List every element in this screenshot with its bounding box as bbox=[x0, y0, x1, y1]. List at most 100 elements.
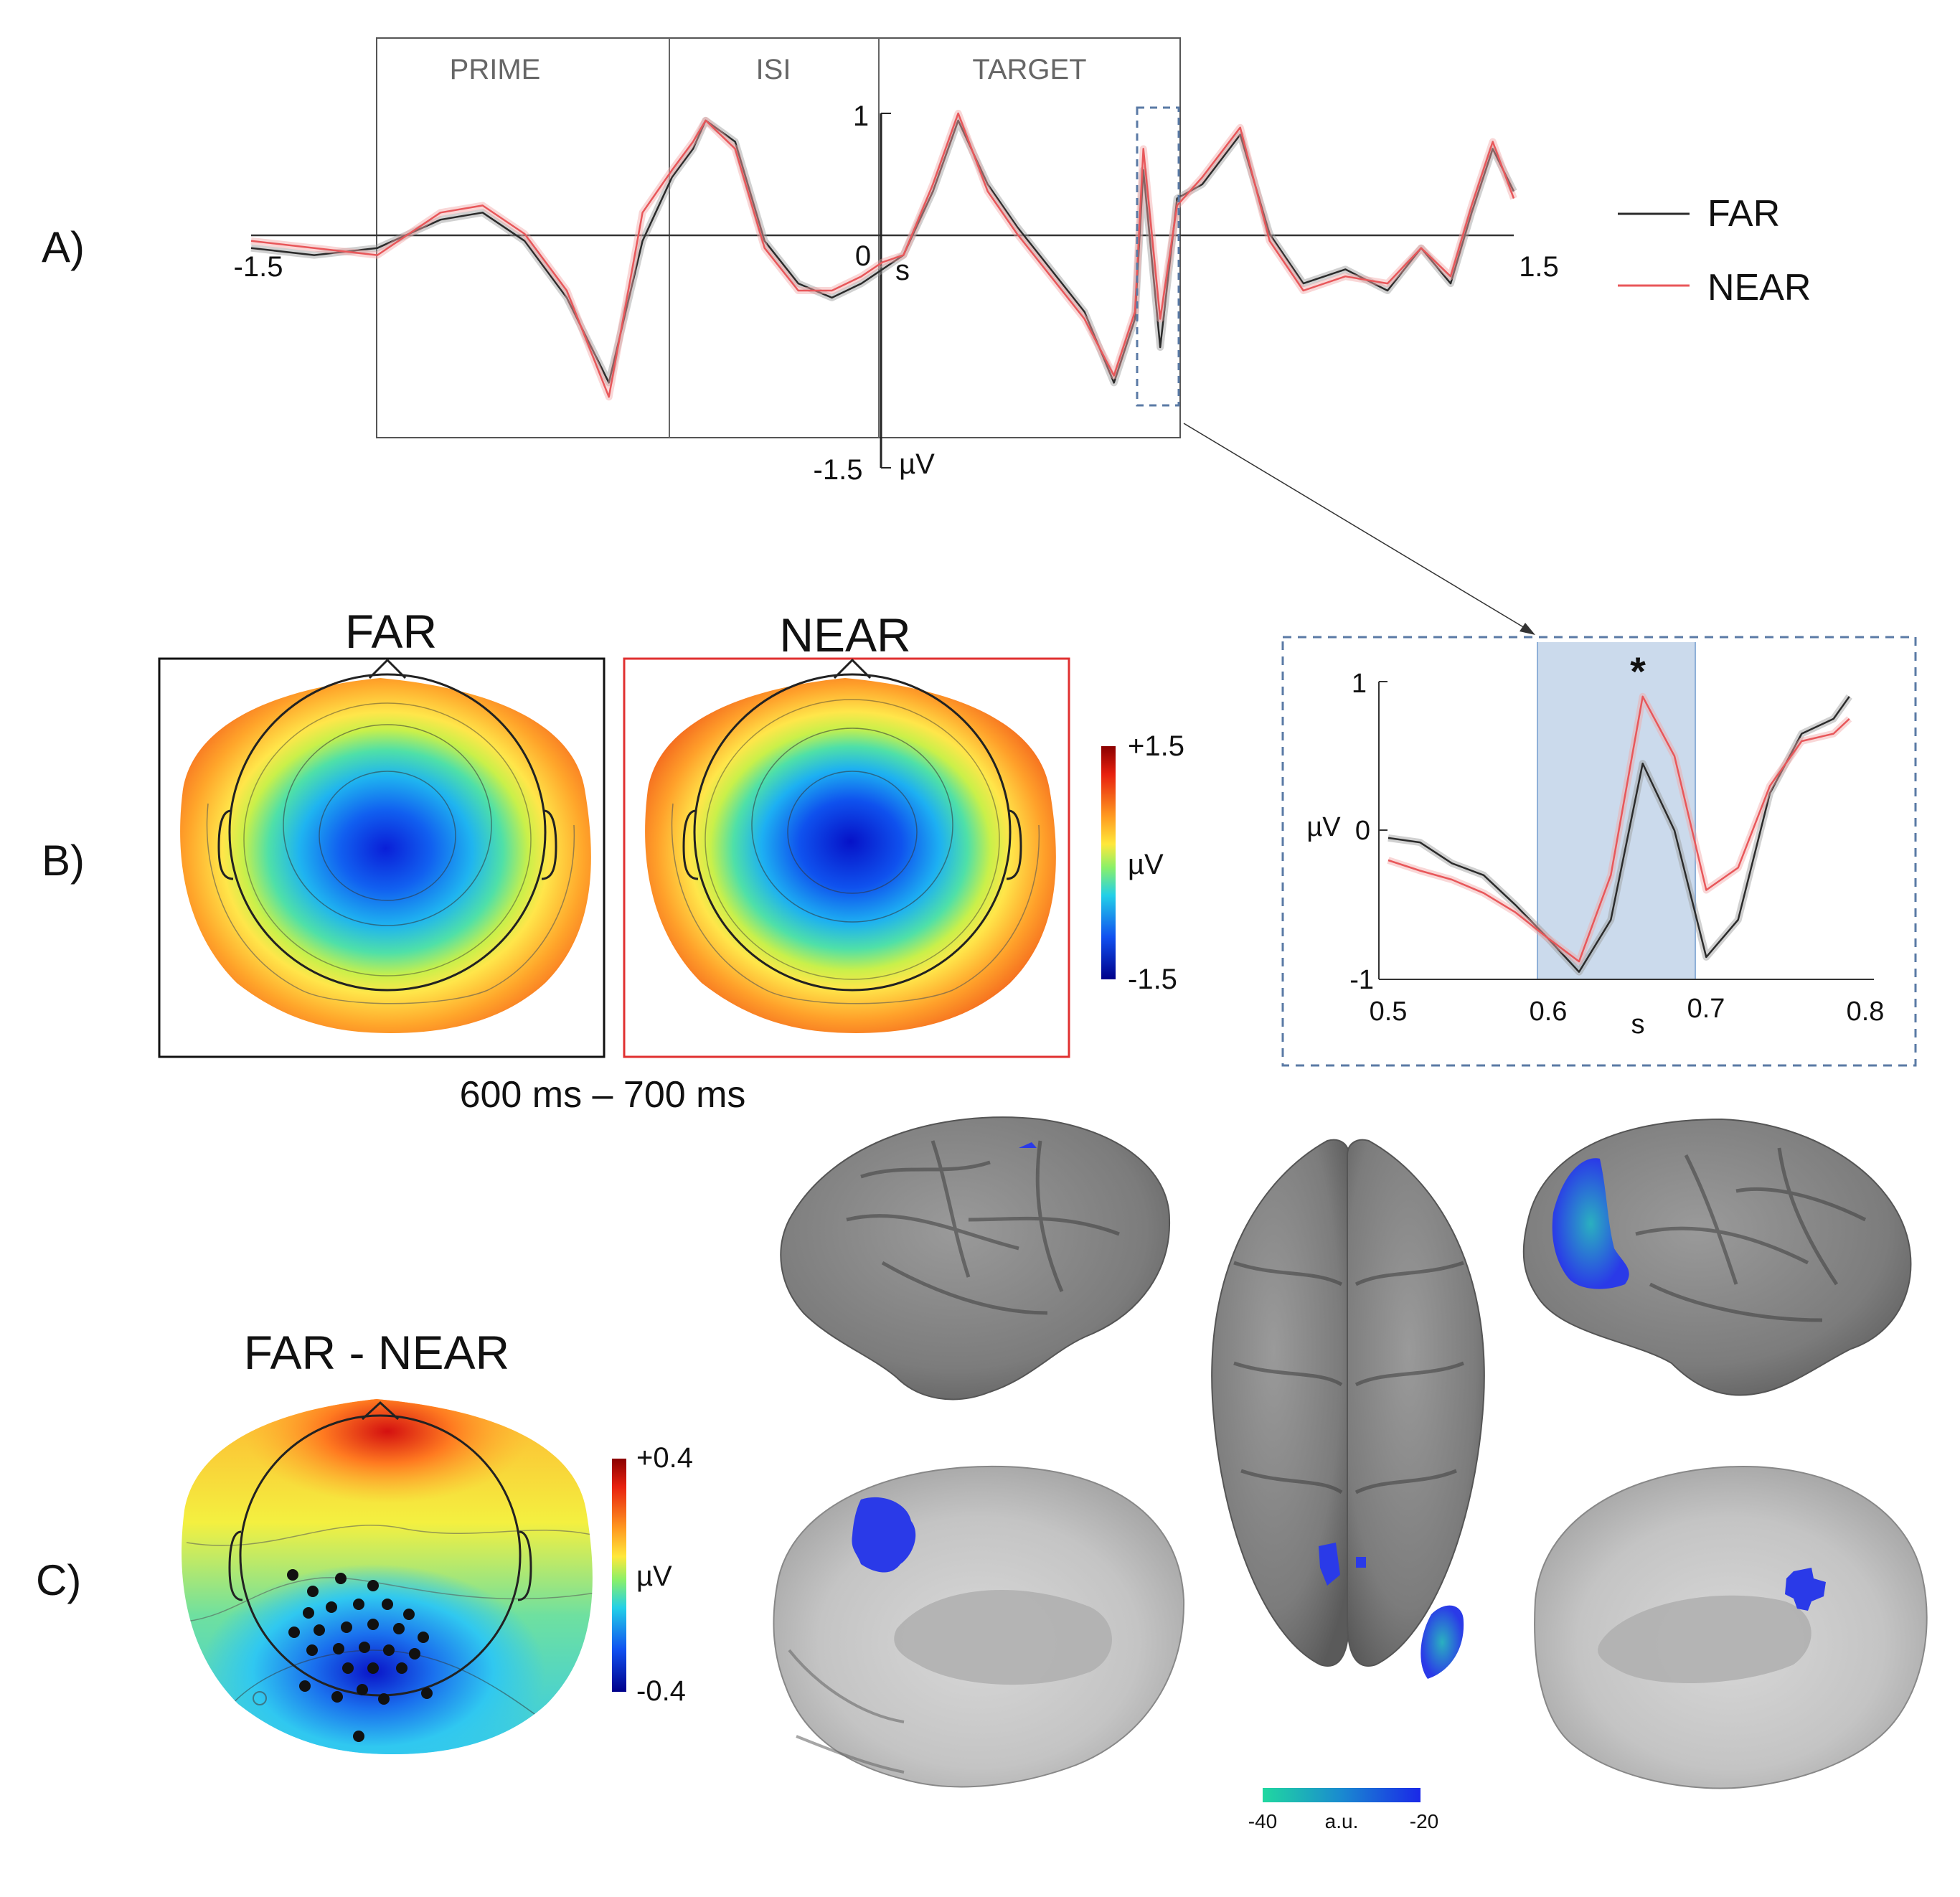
nose-diff-icon bbox=[361, 1401, 400, 1421]
zoom-source-box bbox=[1136, 106, 1180, 407]
electrode-marker bbox=[353, 1599, 364, 1610]
series-line-near bbox=[250, 112, 1515, 398]
electrode-marker bbox=[367, 1662, 379, 1674]
zoom-x-tick-08: 0.8 bbox=[1847, 997, 1885, 1027]
legend-far-label: FAR bbox=[1707, 193, 1780, 235]
colorbar-source-min: -40 bbox=[1248, 1810, 1277, 1832]
zoom-y-tick-1: 1 bbox=[1352, 669, 1367, 699]
zoom-connector bbox=[1183, 423, 1529, 631]
colorbar-b: +1.5 µV -1.5 bbox=[1101, 730, 1184, 995]
electrode-marker bbox=[421, 1687, 433, 1699]
topo-near-frame bbox=[623, 657, 1070, 1058]
ear-right-far-icon bbox=[541, 809, 557, 880]
electrode-marker bbox=[331, 1691, 343, 1703]
series-band-near bbox=[250, 110, 1517, 401]
zoom-connector-arrowhead bbox=[1520, 623, 1535, 635]
electrode-marker bbox=[403, 1609, 415, 1620]
ear-left-diff-icon bbox=[228, 1530, 243, 1601]
zoom-y-tick-neg1: -1 bbox=[1349, 965, 1374, 995]
electrode-marker bbox=[342, 1662, 354, 1674]
colorbar-c-max: +0.4 bbox=[636, 1442, 693, 1474]
legend: FAR NEAR bbox=[1618, 193, 1811, 309]
topomap-difference bbox=[182, 1399, 593, 1754]
colorbar-c-bar bbox=[612, 1459, 626, 1692]
electrode-marker bbox=[357, 1684, 368, 1695]
segment-label-isi: ISI bbox=[756, 54, 791, 85]
ear-left-near-icon bbox=[682, 809, 699, 880]
topo-far-title: FAR bbox=[345, 605, 437, 658]
topo-far-frame bbox=[158, 657, 606, 1058]
electrode-marker bbox=[299, 1680, 311, 1692]
electrode-marker bbox=[333, 1643, 344, 1654]
electrode-marker bbox=[288, 1627, 300, 1638]
electrode-marker bbox=[367, 1619, 379, 1630]
head-outline-far bbox=[228, 673, 547, 992]
electrode-marker bbox=[314, 1624, 325, 1636]
electrode-marker bbox=[359, 1642, 370, 1653]
segment-label-prime: PRIME bbox=[450, 54, 541, 85]
electrode-marker bbox=[326, 1601, 337, 1613]
zoom-asterisk: * bbox=[1630, 649, 1646, 694]
electrode-marker bbox=[378, 1693, 390, 1705]
electrode-marker bbox=[418, 1632, 429, 1643]
topo-near-title: NEAR bbox=[779, 608, 910, 662]
electrode-marker bbox=[353, 1731, 364, 1742]
electrode-marker bbox=[396, 1662, 407, 1674]
electrode-marker bbox=[383, 1644, 395, 1656]
colorbar-c-min: -0.4 bbox=[636, 1675, 686, 1707]
significant-electrodes bbox=[287, 1569, 433, 1742]
zoom-y-unit: µV bbox=[1306, 812, 1341, 842]
series-line-near bbox=[1387, 695, 1850, 963]
colorbar-b-bar bbox=[1101, 746, 1116, 979]
x-unit-label: s bbox=[895, 255, 910, 286]
y-min-label: -1.5 bbox=[814, 454, 863, 486]
x-max-label: 1.5 bbox=[1519, 251, 1559, 283]
colorbar-source-unit: a.u. bbox=[1325, 1810, 1359, 1832]
colorbar-b-unit: µV bbox=[1128, 849, 1164, 880]
segment-frame bbox=[376, 37, 1181, 438]
panel-label-a: A) bbox=[42, 223, 85, 271]
electrode-marker bbox=[306, 1644, 318, 1656]
colorbar-b-min: -1.5 bbox=[1128, 964, 1177, 995]
zoom-x-tick-07: 0.7 bbox=[1687, 994, 1725, 1024]
erp-timeseries: PRIME ISI TARGET -1.5 1.5 0 s 1 -1.5 µV bbox=[234, 37, 1559, 635]
ear-left-far-icon bbox=[217, 809, 234, 880]
electrode-marker bbox=[382, 1599, 393, 1610]
diff-topo-title: FAR - NEAR bbox=[244, 1326, 509, 1379]
electrode-marker bbox=[409, 1648, 420, 1660]
zoom-series-group bbox=[1387, 692, 1852, 976]
ear-right-near-icon bbox=[1006, 809, 1022, 880]
nose-near-icon bbox=[833, 658, 872, 679]
electrode-marker bbox=[287, 1569, 298, 1581]
electrode-marker bbox=[335, 1573, 347, 1584]
electrode-marker bbox=[393, 1623, 405, 1634]
brain-right-lateral bbox=[1522, 1118, 1912, 1396]
zoom-inset: * 1 0 -1 µV 0.5 0.6 0.7 0.8 s bbox=[1281, 636, 1917, 1067]
y-unit-label: µV bbox=[899, 448, 935, 480]
x-min-label: -1.5 bbox=[234, 251, 283, 283]
colorbar-source: -40 a.u. -20 bbox=[1248, 1788, 1438, 1832]
brain-top-view bbox=[1211, 1139, 1485, 1679]
topomap-near bbox=[645, 658, 1056, 1033]
electrode-marker bbox=[341, 1621, 352, 1633]
time-window-label: 600 ms – 700 ms bbox=[460, 1074, 746, 1116]
y-max-label: 1 bbox=[853, 100, 869, 132]
segment-label-target: TARGET bbox=[972, 54, 1086, 85]
legend-near-label: NEAR bbox=[1707, 267, 1811, 309]
brain-left-medial bbox=[773, 1465, 1185, 1788]
head-outline-near bbox=[693, 673, 1012, 992]
electrode-marker bbox=[303, 1607, 314, 1619]
significance-window bbox=[1537, 642, 1695, 979]
electrode-marker bbox=[307, 1586, 319, 1597]
brain-left-lateral bbox=[780, 1116, 1171, 1401]
panel-label-b: B) bbox=[42, 837, 85, 885]
colorbar-source-bar bbox=[1263, 1788, 1420, 1802]
electrode-marker bbox=[367, 1580, 379, 1591]
panel-label-c: C) bbox=[36, 1556, 81, 1604]
zoom-y-tick-0: 0 bbox=[1355, 816, 1370, 846]
colorbar-c-unit: µV bbox=[636, 1561, 672, 1592]
series-band-far bbox=[250, 116, 1517, 387]
nose-far-icon bbox=[368, 658, 407, 679]
ear-right-diff-icon bbox=[517, 1530, 532, 1601]
